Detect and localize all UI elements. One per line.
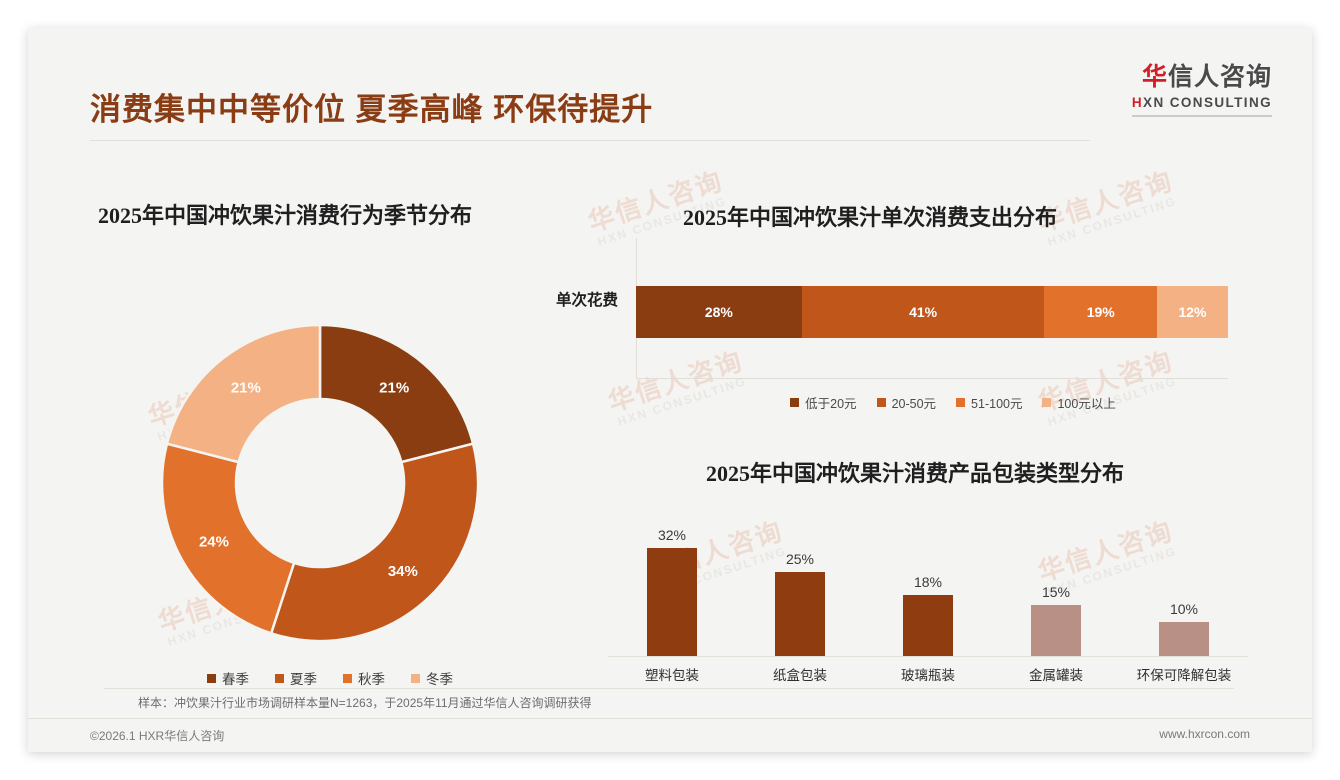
legend-label: 夏季 [290, 672, 317, 687]
logo-en-rest: XN CONSULTING [1143, 94, 1272, 110]
donut-slice-label: 34% [388, 563, 418, 580]
legend-label: 51-100元 [971, 397, 1023, 411]
bar-plot-area: 32% 25% 18% 15% 10% [608, 496, 1248, 656]
stacked-chart-title: 2025年中国冲饮果汁单次消费支出分布 [683, 205, 1058, 230]
donut-slice-label: 21% [231, 379, 261, 396]
header-divider [90, 140, 1090, 141]
legend-item[interactable]: 夏季 [275, 668, 317, 688]
bar-column[interactable]: 10% [1120, 496, 1248, 656]
donut-chart: 21% 34% 24% 21% [155, 318, 485, 648]
legend-label: 100元以上 [1057, 397, 1116, 411]
page-title: 消费集中中等价位 夏季高峰 环保待提升 [90, 92, 654, 127]
stacked-baseline [636, 378, 1228, 379]
legend-swatch-icon [790, 398, 800, 407]
logo-underline [1131, 114, 1272, 117]
slide-footer: ©2026.1 HXR华信人咨询 www.hxrcon.com [28, 718, 1312, 752]
stacked-bar-segment[interactable]: 28% [636, 286, 802, 338]
legend-item[interactable]: 冬季 [411, 668, 453, 688]
legend-label: 秋季 [358, 672, 385, 687]
bar-category-label: 纸盒包装 [773, 668, 827, 683]
company-logo: 华信人咨询 HXN CONSULTING [1131, 63, 1272, 117]
footer-copyright: ©2026.1 HXR华信人咨询 [90, 729, 225, 743]
bar-chart-title: 2025年中国冲饮果汁消费产品包装类型分布 [706, 461, 1125, 486]
bar-column[interactable]: 25% [736, 496, 864, 656]
donut-slice[interactable] [160, 442, 296, 635]
legend-item[interactable]: 100元以上 [1042, 393, 1116, 412]
stacked-segment-label: 19% [1086, 304, 1115, 320]
legend-swatch-icon [343, 673, 352, 683]
bar-rect[interactable] [775, 571, 825, 656]
bar-value-label: 25% [785, 550, 815, 567]
bar-category-labels: 塑料包装 纸盒包装 玻璃瓶装 金属罐装 环保可降解包装 [608, 664, 1248, 684]
legend-swatch-icon [1042, 398, 1052, 407]
slide-header: 消费集中中等价位 夏季高峰 环保待提升 华信人咨询 HXN CONSULTING [28, 28, 1312, 141]
bar-category-label: 塑料包装 [645, 668, 699, 683]
donut-slice[interactable] [165, 323, 322, 464]
donut-chart-title: 2025年中国冲饮果汁消费行为季节分布 [98, 203, 473, 228]
bar-chart-panel: 32% 25% 18% 15% 10% 塑料包装 纸盒包装 玻璃瓶装 金属罐装 环保可降解包装 [598, 496, 1258, 696]
bar-baseline [608, 656, 1248, 657]
bar-value-label: 15% [1041, 584, 1071, 601]
slide-canvas: 华信人咨询 HXN CONSULTING 华信人咨询 HXN CONSULTIN… [28, 28, 1312, 752]
legend-swatch-icon [207, 673, 216, 683]
footer-website: www.hxrcon.com [1159, 727, 1250, 741]
logo-chinese: 华信人咨询 [1132, 63, 1272, 92]
bar-column[interactable]: 15% [992, 496, 1120, 656]
donut-svg: 21% 34% 24% 21% [160, 323, 480, 643]
bar-rect[interactable] [903, 595, 953, 656]
donut-slices [160, 323, 480, 643]
legend-swatch-icon [876, 398, 886, 407]
bar-category-label: 玻璃瓶装 [901, 668, 955, 683]
bar-value-label: 32% [657, 527, 687, 543]
legend-swatch-icon [411, 673, 420, 683]
footnote-divider [104, 688, 1234, 689]
logo-cn-rest: 信人咨询 [1167, 63, 1272, 91]
donut-legend: 春季 夏季 秋季 冬季 [70, 668, 590, 688]
legend-label: 低于20元 [805, 397, 857, 411]
logo-cn-accent: 华 [1141, 63, 1168, 91]
stacked-segment-label: 28% [704, 304, 733, 320]
donut-slice[interactable] [269, 442, 480, 643]
donut-slice[interactable] [318, 323, 475, 464]
stacked-segment-label: 41% [909, 304, 938, 320]
legend-label: 20-50元 [891, 397, 937, 411]
bar-value-label: 18% [913, 574, 943, 591]
logo-english: HXN CONSULTING [1132, 95, 1272, 110]
stacked-bar-panel: 单次花费 28% 41% 19% 12% 低于20元 20-50元 51-100元 100元… [556, 238, 1268, 428]
bar-category-label: 环保可降解包装 [1136, 668, 1232, 683]
footnote-text: 样本：冲饮果汁行业市场调研样本量N=1263，于2025年11月通过华信人咨询调… [138, 696, 592, 710]
footer-divider [28, 718, 1312, 719]
bar-column[interactable]: 18% [864, 496, 992, 656]
bar-rect[interactable] [647, 548, 697, 656]
stacked-bar-segment[interactable]: 41% [801, 286, 1045, 338]
legend-swatch-icon [956, 398, 966, 407]
donut-slice-labels: 21% 34% 24% 21% [199, 379, 418, 580]
logo-en-accent: H [1131, 94, 1144, 110]
bar-rect[interactable] [1031, 605, 1081, 656]
legend-item[interactable]: 春季 [207, 668, 249, 688]
bar-rect[interactable] [1159, 622, 1209, 656]
legend-item[interactable]: 20-50元 [876, 393, 937, 412]
legend-item[interactable]: 秋季 [343, 668, 385, 688]
stacked-bar-row: 28% 41% 19% 12% [636, 286, 1228, 338]
bar-column[interactable]: 32% [608, 496, 736, 656]
stacked-category-label: 单次花费 [555, 292, 618, 309]
stacked-bar-segment[interactable]: 12% [1156, 286, 1228, 338]
legend-label: 冬季 [426, 672, 453, 687]
stacked-segment-label: 12% [1178, 304, 1207, 320]
stacked-legend: 低于20元 20-50元 51-100元 100元以上 [688, 393, 1218, 412]
donut-chart-panel: 21% 34% 24% 21% 春季 夏季 秋季 冬季 [70, 168, 590, 687]
donut-slice-label: 24% [199, 533, 229, 550]
donut-slice-label: 21% [379, 379, 409, 396]
bar-category-label: 金属罐装 [1029, 668, 1083, 683]
stacked-bar-segment[interactable]: 19% [1044, 286, 1157, 338]
legend-label: 春季 [222, 672, 249, 687]
legend-item[interactable]: 51-100元 [956, 393, 1022, 412]
legend-item[interactable]: 低于20元 [790, 393, 857, 412]
bar-value-label: 10% [1169, 601, 1199, 618]
legend-swatch-icon [275, 673, 284, 683]
